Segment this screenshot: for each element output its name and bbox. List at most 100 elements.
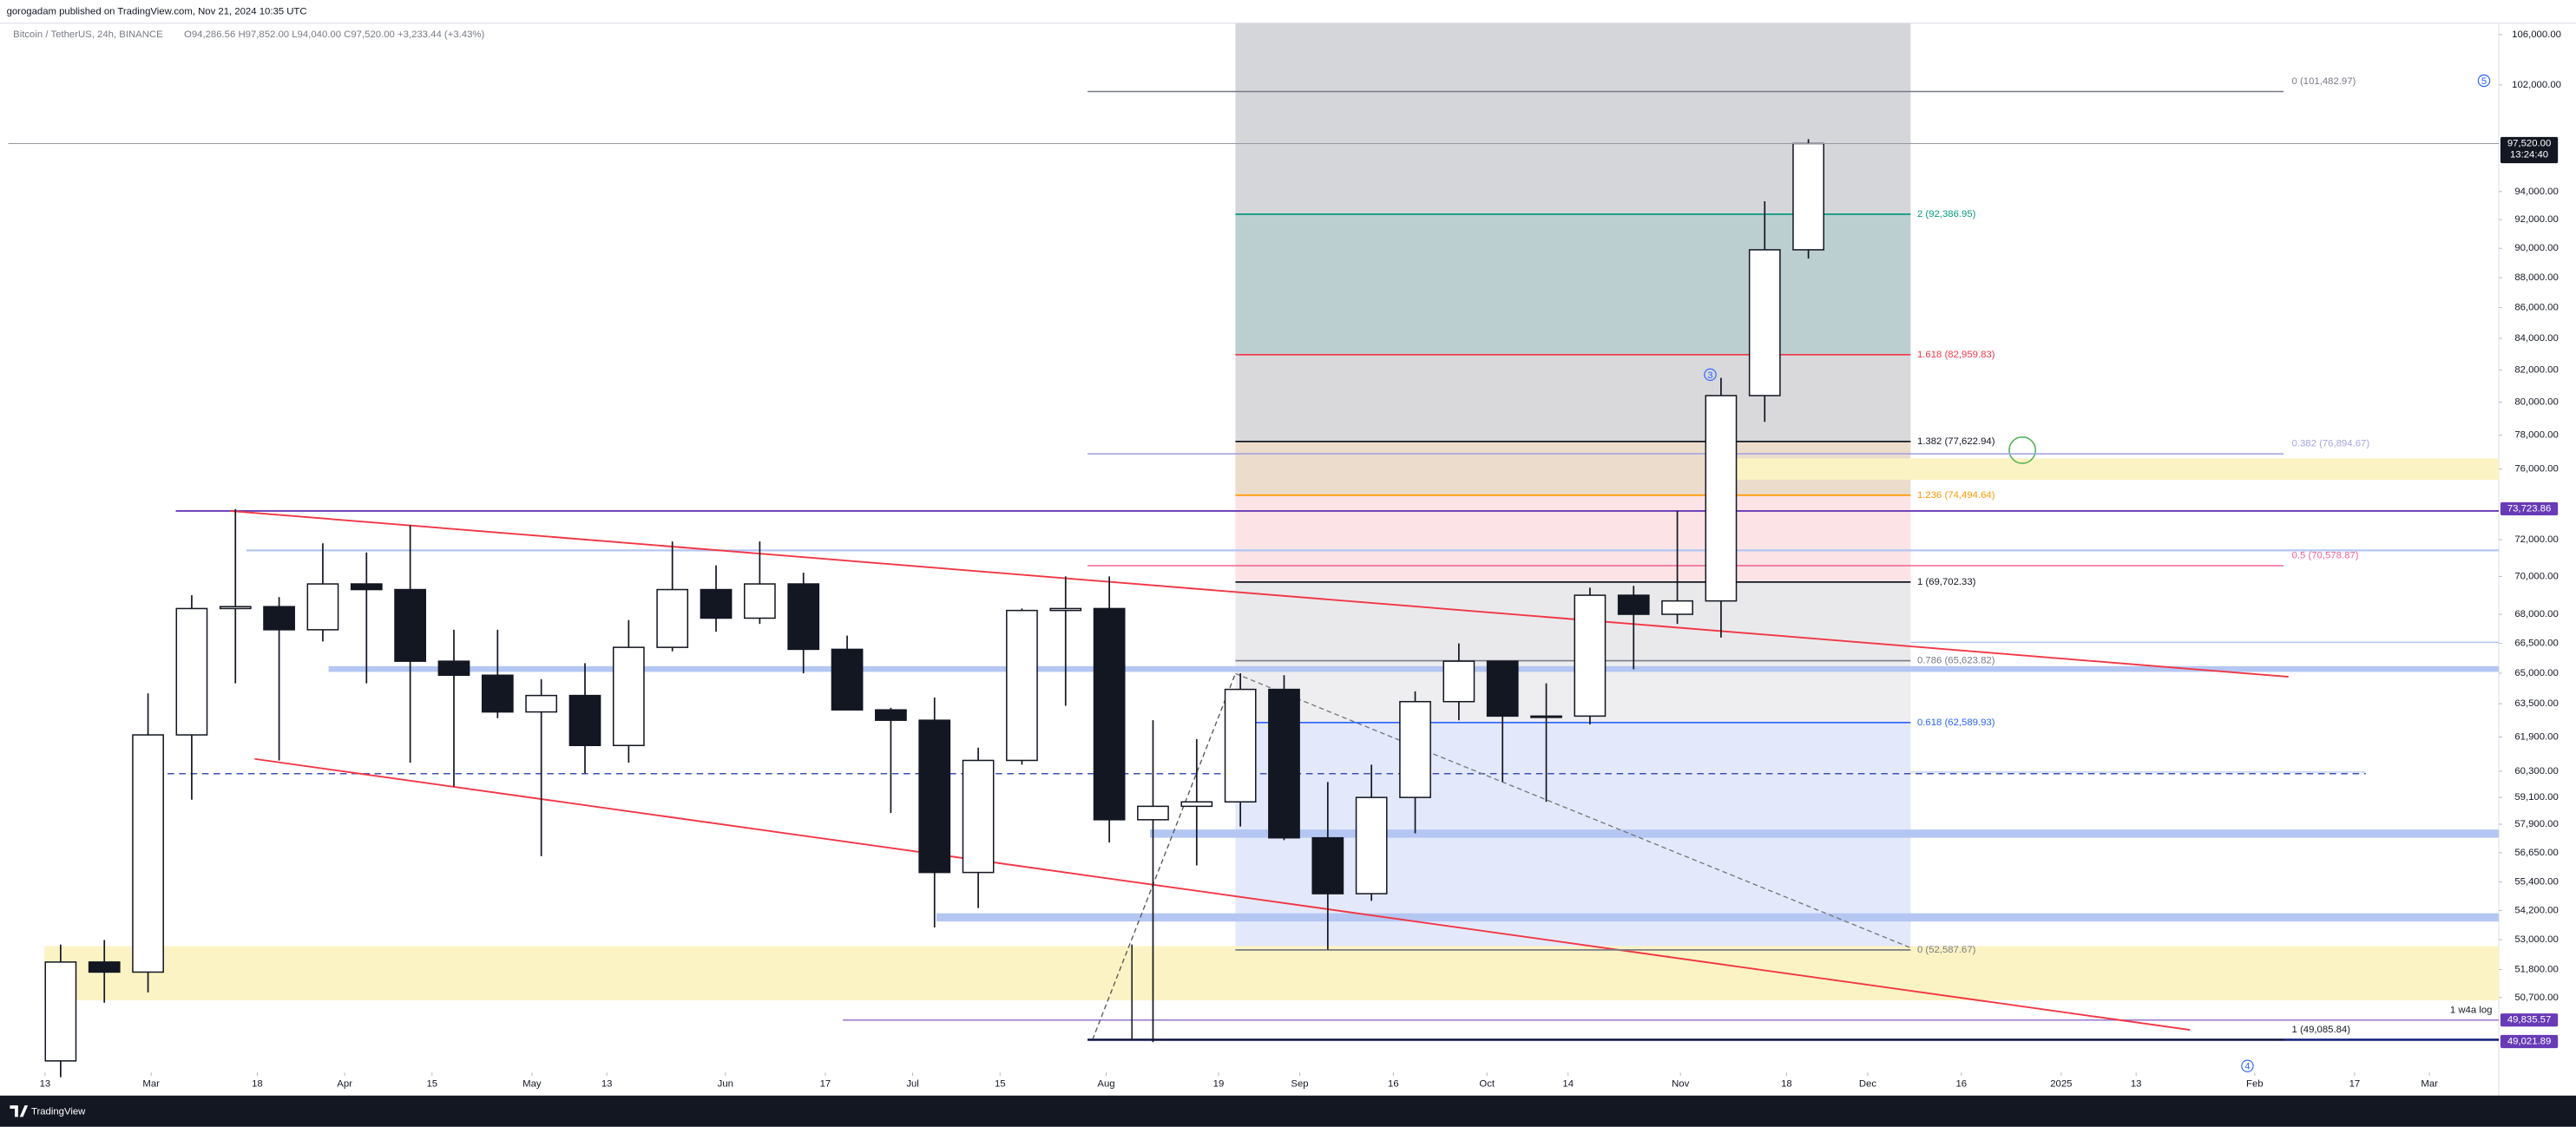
y-tick-label: 82,000.00 (2514, 364, 2558, 375)
fib-label: 1 (69,702.33) (1917, 577, 1976, 587)
price-label: 73,723.86 (2507, 503, 2551, 514)
candle-body (481, 674, 514, 713)
candles (44, 139, 1824, 1078)
candle-body (1224, 688, 1257, 803)
x-tick-label: 14 (1562, 1079, 1574, 1090)
candle-body (568, 694, 601, 747)
x-tick-label: 15 (426, 1079, 437, 1090)
fib-label: 0 (52,587.67) (1917, 945, 1976, 955)
candle-body (1049, 607, 1082, 612)
candle-body (1574, 594, 1607, 717)
brand: TradingView (31, 1107, 86, 1117)
logo (10, 1105, 29, 1117)
x-tick-label: 18 (1781, 1079, 1792, 1090)
price-label-box (2500, 1013, 2559, 1027)
axes: 106,000.00 102,000.00 94,000.00 92,000.00 90… (8, 29, 2561, 1090)
support-band (936, 913, 2500, 922)
candle-body (350, 583, 383, 591)
y-tick-label: 80,000.00 (2514, 396, 2558, 407)
fib-label: 0.5 (70,578.87) (2292, 551, 2359, 561)
candle-body (175, 607, 208, 736)
fib-label: 0.786 (65,623.82) (1917, 656, 1995, 666)
marker-circle (2008, 436, 2037, 464)
x-tick-label: 17 (2349, 1079, 2361, 1090)
fib-label: 1 (49,085.84) (2292, 1025, 2351, 1035)
candle-body (1137, 805, 1169, 821)
top-bar (0, 0, 2576, 23)
candle-body (743, 583, 776, 619)
wave-circle (2241, 1059, 2254, 1072)
x-tick-label: 16 (1956, 1079, 1968, 1090)
y-tick-label: 72,000.00 (2514, 534, 2558, 545)
candle-body (1661, 600, 1693, 615)
trend-line (1235, 672, 1911, 949)
x-tick-label: May (522, 1079, 542, 1090)
price-label-box (2500, 1034, 2559, 1049)
ohlc: O94,286.56 H97,852.00 L94,040.00 C97,520… (184, 29, 484, 40)
price-label-box (2500, 501, 2559, 516)
x-tick-label: Apr (337, 1079, 352, 1090)
candle-body (219, 606, 252, 610)
candle-body (700, 588, 733, 619)
wave-label: 3 (1707, 370, 1712, 381)
drawings: 5 3 4 1 w4a log (44, 74, 2500, 1072)
fib-label: 1.382 (77,622.94) (1917, 436, 1995, 447)
candle-body (612, 646, 645, 747)
price-label: 97,520.00 (2507, 138, 2551, 148)
x-tick-label: 18 (252, 1079, 263, 1090)
countdown: 13:24:40 (2510, 150, 2548, 161)
y-tick-label: 57,900.00 (2514, 819, 2558, 829)
footer-bar (0, 1095, 2576, 1127)
candle-body (656, 588, 689, 648)
candle-body (437, 660, 470, 677)
candle-body (918, 719, 951, 874)
candle-body (1268, 688, 1300, 839)
candle-body (525, 694, 558, 713)
candle-body (831, 648, 864, 711)
x-tick-label: 17 (820, 1079, 831, 1090)
candle-body (1617, 594, 1650, 615)
annotation: 1 w4a log (2450, 1005, 2493, 1015)
fib-label: 0 (101,482.97) (2292, 76, 2356, 87)
wave-circle (2477, 74, 2491, 88)
x-tick-label: Oct (1479, 1079, 1495, 1090)
x-tick-label: 13 (2131, 1079, 2142, 1090)
fib-zone (1235, 581, 1911, 661)
fib-label: 1.236 (74,494.64) (1917, 490, 1995, 501)
candle-body (44, 961, 77, 1062)
y-tick-label: 66,500.00 (2514, 639, 2558, 649)
candle-body (1399, 700, 1431, 798)
y-tick-label: 61,900.00 (2514, 731, 2558, 742)
candle-body (1311, 836, 1344, 894)
trend-line (254, 757, 2191, 1032)
y-tick-label: 86,000.00 (2514, 303, 2558, 313)
y-tick-label: 78,000.00 (2514, 430, 2558, 441)
candle-body (787, 583, 820, 651)
y-tick-label: 76,000.00 (2514, 464, 2558, 475)
candle-body (394, 588, 427, 662)
y-tick-label: 106,000.00 (2512, 29, 2561, 40)
y-tick-label: 90,000.00 (2514, 243, 2558, 253)
fib-zone (1235, 495, 1911, 582)
candle-body (1355, 796, 1388, 894)
x-tick-label: 13 (40, 1079, 51, 1090)
y-tick-label: 94,000.00 (2514, 187, 2558, 197)
x-tick-label: Nov (1672, 1079, 1690, 1090)
x-tick-label: Sep (1291, 1079, 1308, 1090)
support-band (1150, 829, 2500, 838)
support-band (328, 665, 2500, 672)
x-tick-label: Aug (1097, 1079, 1114, 1090)
y-tick-label: 88,000.00 (2514, 272, 2558, 283)
chart-title: Bitcoin / TetherUS, 24h, BINANCE (13, 29, 163, 40)
wave-circle (1704, 368, 1717, 382)
y-tick-label: 50,700.00 (2514, 993, 2558, 1003)
x-tick-label: Feb (2246, 1079, 2264, 1090)
candle-body (1093, 607, 1126, 821)
publish-info: gorogadam published on TradingView.com, … (7, 7, 307, 17)
fib-zone (1235, 354, 1911, 442)
zone (1708, 458, 2500, 480)
y-tick-label: 65,000.00 (2514, 668, 2558, 678)
candle-body (306, 583, 339, 631)
